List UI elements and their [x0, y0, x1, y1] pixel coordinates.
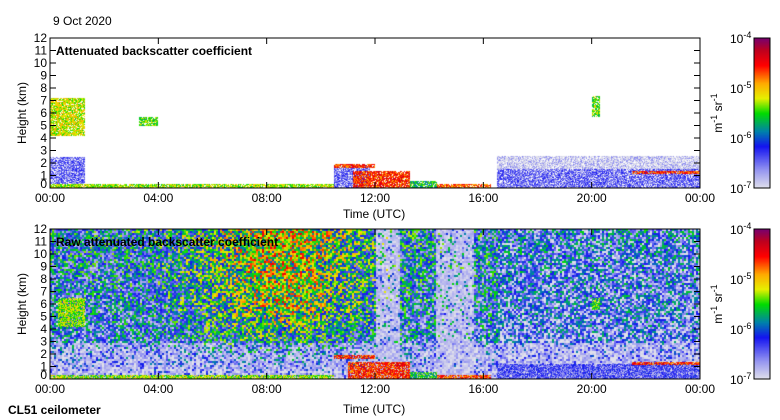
xlabel-bottom: Time (UTC): [343, 402, 406, 416]
colorbar-tick-label: 10-6: [730, 130, 751, 146]
x-tick-label: 00:00: [35, 382, 65, 396]
y-tick-label: 11: [35, 44, 48, 58]
y-tick-label: 5: [40, 310, 47, 324]
x-tick-label: 12:00: [360, 191, 390, 205]
colorbar-tick-label: 10-7: [730, 180, 751, 196]
panel-title-bottom: Raw attenuated backscatter coefficient: [56, 235, 279, 249]
y-tick-label: 10: [34, 56, 48, 70]
y-tick-label: 8: [40, 81, 47, 95]
y-tick-label: 8: [40, 272, 47, 286]
y-tick-label: 1: [40, 360, 47, 374]
x-tick-label: 00:00: [685, 191, 715, 205]
y-tick-label: 3: [40, 144, 47, 158]
y-tick-label: 0: [40, 368, 47, 382]
x-tick-label: 08:00: [252, 382, 282, 396]
y-tick-label: 11: [35, 235, 48, 249]
y-tick-label: 6: [40, 297, 47, 311]
x-tick-label: 04:00: [143, 191, 173, 205]
x-tick-label: 20:00: [577, 382, 607, 396]
plot-frame: [49, 228, 701, 380]
instrument-label: CL51 ceilometer: [8, 403, 101, 417]
plot-frame: [49, 37, 701, 189]
colorbar-frame: [753, 228, 771, 380]
y-tick-label: 1: [40, 169, 47, 183]
heatmap-attenuated-backscatter: [50, 38, 700, 188]
xlabel-top: Time (UTC): [343, 207, 406, 221]
date-label: 9 Oct 2020: [53, 14, 112, 28]
x-tick-label: 00:00: [35, 191, 65, 205]
x-tick-label: 00:00: [685, 382, 715, 396]
colorbar-tick-label: 10-5: [730, 271, 751, 287]
colorbar-tick-label: 10-5: [730, 80, 751, 96]
colorbar-frame: [753, 37, 771, 189]
x-tick-label: 16:00: [468, 382, 498, 396]
colorbar-bottom: [754, 229, 770, 379]
panel-title-top: Attenuated backscatter coefficient: [56, 44, 253, 58]
y-tick-label: 4: [40, 322, 47, 336]
y-tick-label: 9: [40, 260, 47, 274]
y-tick-label: 12: [34, 222, 48, 236]
x-tick-label: 12:00: [360, 382, 390, 396]
x-tick-label: 04:00: [143, 382, 173, 396]
x-tick-label: 08:00: [252, 191, 282, 205]
colorbar-tick-label: 10-4: [730, 221, 751, 237]
colorbar-tick-label: 10-6: [730, 321, 751, 337]
y-tick-label: 0: [40, 177, 47, 191]
y-tick-label: 5: [40, 119, 47, 133]
y-tick-label: 4: [40, 131, 47, 145]
y-tick-label: 6: [40, 106, 47, 120]
x-tick-label: 16:00: [468, 191, 498, 205]
y-tick-label: 2: [40, 347, 47, 361]
y-tick-label: 3: [40, 335, 47, 349]
y-tick-label: 9: [40, 69, 47, 83]
y-tick-label: 10: [34, 247, 48, 261]
x-tick-label: 20:00: [577, 191, 607, 205]
heatmap-raw-backscatter: [50, 229, 700, 379]
y-tick-label: 7: [40, 94, 47, 108]
y-tick-label: 2: [40, 156, 47, 170]
colorbar-tick-label: 10-4: [730, 30, 751, 46]
y-tick-label: 12: [34, 31, 48, 45]
y-tick-label: 7: [40, 285, 47, 299]
colorbar-tick-label: 10-7: [730, 371, 751, 387]
colorbar-top: [754, 38, 770, 188]
